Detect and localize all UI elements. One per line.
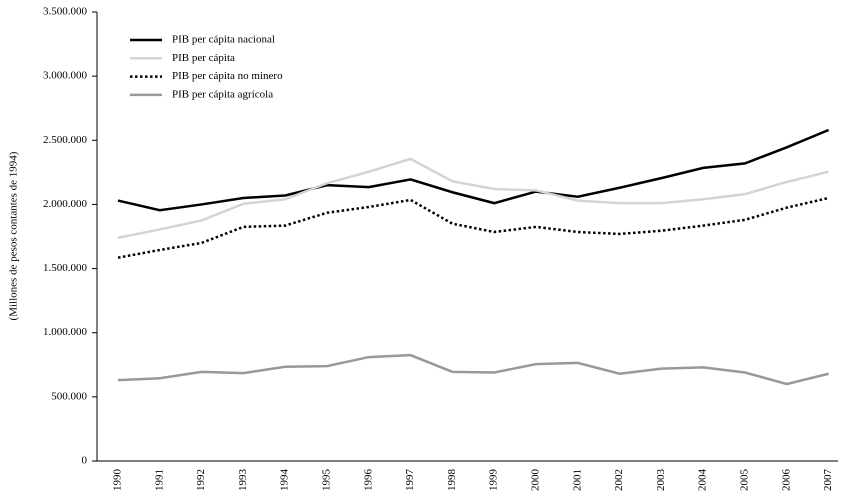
y-tick-label: 1.500.000 [43,262,88,274]
series-line [117,128,830,212]
x-tick-label: 1997 [404,469,416,492]
y-tick-label: 500.000 [51,390,87,402]
y-tick-label: 2.500.000 [43,134,88,146]
series-line [117,157,829,240]
x-tick-label: 1993 [237,469,249,492]
x-tick-label: 1995 [321,469,333,492]
x-tick-label: 2004 [697,469,709,492]
x-tick-label: 2000 [530,469,542,492]
y-tick-label: 3.500.000 [43,6,88,18]
x-tick-label: 1999 [488,469,500,492]
x-tick-label: 1996 [362,469,374,492]
x-tick-label: 1994 [279,469,291,492]
x-tick-label: 1998 [446,469,458,492]
x-tick-label: 2005 [739,469,751,492]
y-tick-label: 3.000.000 [43,70,88,82]
x-tick-label: 2006 [780,469,792,492]
x-tick-label: 1990 [112,469,124,492]
legend-label: PIB per cápita agrícola [172,88,273,100]
y-axis-label: (Millones de pesos contantes de 1994) [8,151,20,320]
x-tick-label: 1991 [153,469,165,491]
y-tick-label: 1.000.000 [43,326,88,338]
x-tick-label: 2002 [613,469,625,491]
y-tick-label: 2.000.000 [43,198,88,210]
x-tick-label: 2001 [571,469,583,491]
x-tick-label: 2003 [655,469,667,492]
legend-label: PIB per cápita no minero [172,70,283,82]
x-tick-label: 2007 [822,469,834,492]
x-tick-label: 1992 [195,469,207,491]
legend-label: PIB per cápita [172,52,235,64]
y-tick-label: 0 [82,455,88,467]
series-line [117,196,829,259]
series-line [117,353,829,386]
legend-label: PIB per cápita nacional [172,34,275,46]
